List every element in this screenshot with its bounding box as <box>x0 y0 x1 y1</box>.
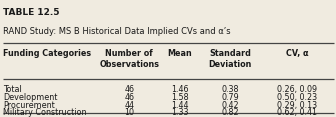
Text: 0.62, 0.41: 0.62, 0.41 <box>277 108 318 117</box>
Text: Total: Total <box>3 85 22 94</box>
Text: 0.29, 0.13: 0.29, 0.13 <box>277 101 318 110</box>
Text: 0.38: 0.38 <box>221 85 239 94</box>
Text: Development: Development <box>3 93 58 102</box>
Text: 0.82: 0.82 <box>221 108 239 117</box>
Text: 10: 10 <box>124 108 134 117</box>
Text: 1.58: 1.58 <box>171 93 188 102</box>
Text: CV, α: CV, α <box>286 49 308 58</box>
Text: Funding Categories: Funding Categories <box>3 49 91 58</box>
Text: 0.50, 0.23: 0.50, 0.23 <box>277 93 318 102</box>
Text: 1.46: 1.46 <box>171 85 188 94</box>
Text: Military Construction: Military Construction <box>3 108 87 117</box>
Text: Standard
Deviation: Standard Deviation <box>208 49 252 69</box>
Text: 46: 46 <box>124 93 134 102</box>
Text: 1.44: 1.44 <box>171 101 188 110</box>
Text: 1.33: 1.33 <box>171 108 188 117</box>
Text: 0.79: 0.79 <box>221 93 239 102</box>
Text: Procurement: Procurement <box>3 101 55 110</box>
Text: Mean: Mean <box>167 49 192 58</box>
Text: 44: 44 <box>124 101 134 110</box>
Text: 0.26, 0.09: 0.26, 0.09 <box>277 85 318 94</box>
Text: 46: 46 <box>124 85 134 94</box>
Text: 0.42: 0.42 <box>221 101 239 110</box>
Text: Number of
Observations: Number of Observations <box>99 49 159 69</box>
Text: RAND Study: MS B Historical Data Implied CVs and α’s: RAND Study: MS B Historical Data Implied… <box>3 27 231 37</box>
Text: TABLE 12.5: TABLE 12.5 <box>3 8 60 17</box>
